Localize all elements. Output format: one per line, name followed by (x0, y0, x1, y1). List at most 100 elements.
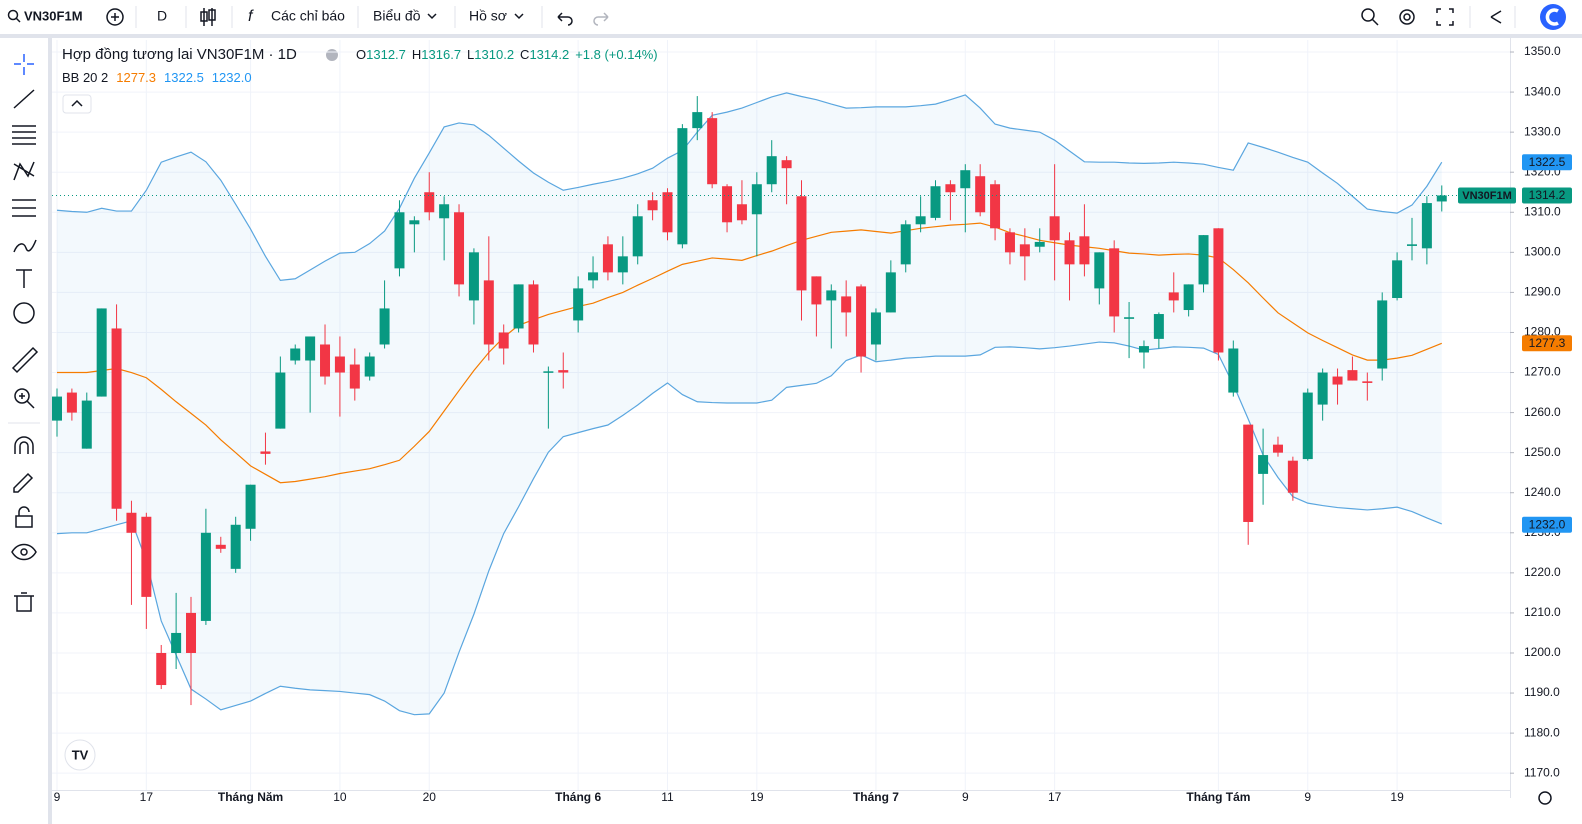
bb-value: 1322.5 (164, 70, 204, 85)
y-tick-label: 1280.0 (1524, 325, 1561, 339)
pattern-tool[interactable] (13, 161, 35, 181)
legend-toggle[interactable] (326, 49, 338, 61)
candle-body (320, 344, 331, 377)
candle-body (1421, 203, 1432, 249)
delete-tool[interactable] (14, 592, 34, 612)
candle-body (558, 370, 569, 373)
legend-value: 1312.7 (366, 47, 406, 62)
fib-tool[interactable] (12, 125, 36, 145)
indicators-button[interactable]: Các chỉ báo (271, 8, 345, 24)
band-upper (56, 92, 1443, 282)
brush-tool[interactable] (13, 239, 37, 253)
band-lower (56, 341, 1442, 716)
candle-body (52, 396, 62, 421)
bb-legend: BB 20 2 1277.3 1322.5 1232.0 (62, 70, 252, 85)
add-symbol-plus (111, 13, 119, 21)
candle-body (483, 280, 494, 345)
candle-body (141, 516, 152, 597)
candle-body (766, 156, 777, 185)
candle-body (647, 200, 658, 211)
lock-tool[interactable] (15, 515, 33, 528)
profile-menu[interactable]: Hồ sơ (469, 8, 507, 24)
toolbar-divider (0, 34, 1582, 38)
crosshair-tool[interactable] (14, 54, 34, 75)
y-tick-label: 1290.0 (1524, 285, 1561, 299)
candle-body (617, 256, 628, 273)
candle-body (900, 224, 911, 265)
magnet-tool[interactable] (14, 436, 34, 454)
candle-body (1436, 195, 1447, 202)
candle-body (662, 192, 673, 233)
redo[interactable] (593, 12, 609, 26)
y-tick-label: 1200.0 (1524, 645, 1561, 659)
chart-menu[interactable]: Biểu đồ (373, 8, 421, 24)
candle-body (454, 212, 465, 285)
x-tick-label: 11 (661, 790, 674, 804)
legend-key: O (356, 47, 366, 62)
share-icon[interactable] (1490, 10, 1502, 24)
x-tick-label: 20 (423, 790, 437, 804)
settings-icon[interactable] (1399, 9, 1415, 25)
user-avatar[interactable] (1540, 4, 1566, 30)
add-symbol[interactable] (106, 8, 124, 26)
legend-key: C (520, 47, 529, 62)
projection-tool[interactable] (12, 199, 36, 217)
zoom-tool[interactable] (14, 388, 30, 404)
candle-body (930, 186, 941, 218)
candle-body (1198, 235, 1209, 285)
y-tick-label: 1210.0 (1524, 605, 1561, 619)
icon-tool[interactable] (13, 302, 35, 324)
text-tool[interactable] (16, 269, 32, 288)
candle-body (1019, 244, 1030, 257)
bb-value: 1277.3 (116, 70, 156, 85)
candle-body (171, 632, 182, 653)
fullscreen-icon[interactable] (1436, 8, 1454, 26)
candle-body (379, 308, 390, 345)
candle-body (1153, 314, 1164, 339)
y-tick-label: 1340.0 (1524, 84, 1561, 98)
fx-icon[interactable]: f (248, 8, 254, 25)
candle-body (870, 312, 881, 345)
candle-body (736, 204, 747, 221)
chart: TV 1170.0 1180.0 1190.0 1200.0 1210.0 1220.0 1… (52, 38, 1572, 805)
candle-body (1317, 372, 1328, 405)
candle-body (1004, 232, 1015, 253)
candle-body (1213, 228, 1224, 353)
candle-body (305, 336, 316, 361)
zoom-tool-detail (19, 393, 35, 409)
ruler-tool[interactable] (11, 346, 39, 374)
hide-tool-pupil (20, 548, 28, 556)
candle-body (1138, 346, 1149, 353)
symbol[interactable]: VN30F1M (24, 8, 83, 23)
price-tag (1522, 187, 1572, 204)
trendline-tool[interactable] (13, 89, 35, 109)
x-tick-label: 9 (1304, 790, 1311, 804)
candle-body (781, 160, 792, 169)
collapse-legend[interactable] (62, 94, 92, 114)
undo[interactable] (557, 12, 573, 26)
chart-title: Hợp đồng tương lai VN30F1M · 1D (62, 46, 297, 63)
candle-body (1243, 424, 1254, 522)
interval[interactable]: D (157, 8, 167, 24)
x-tick-label: Tháng Năm (218, 790, 283, 804)
axis-settings[interactable] (1538, 791, 1552, 805)
y-tick-label: 1180.0 (1524, 725, 1560, 739)
hide-tool[interactable] (11, 543, 37, 561)
candle-body (573, 288, 584, 321)
x-tick-label: Tháng 7 (853, 790, 899, 804)
x-tick-label: 17 (1048, 790, 1062, 804)
search-icon[interactable] (7, 9, 19, 21)
legend-value: 1310.2 (474, 47, 514, 62)
band-middle (57, 222, 1442, 484)
collapse-legend-chevron (71, 99, 83, 107)
candle-body (856, 286, 867, 357)
candle-icon[interactable] (203, 8, 213, 26)
lock-draw-tool[interactable] (13, 472, 34, 493)
y-tick-label: 1270.0 (1524, 365, 1561, 379)
snapshot-icon[interactable] (1361, 8, 1375, 22)
snapshot-icon-handle (1371, 18, 1379, 26)
candle-body (826, 290, 837, 301)
candle-body (468, 252, 479, 301)
tv-logo[interactable] (64, 739, 96, 771)
